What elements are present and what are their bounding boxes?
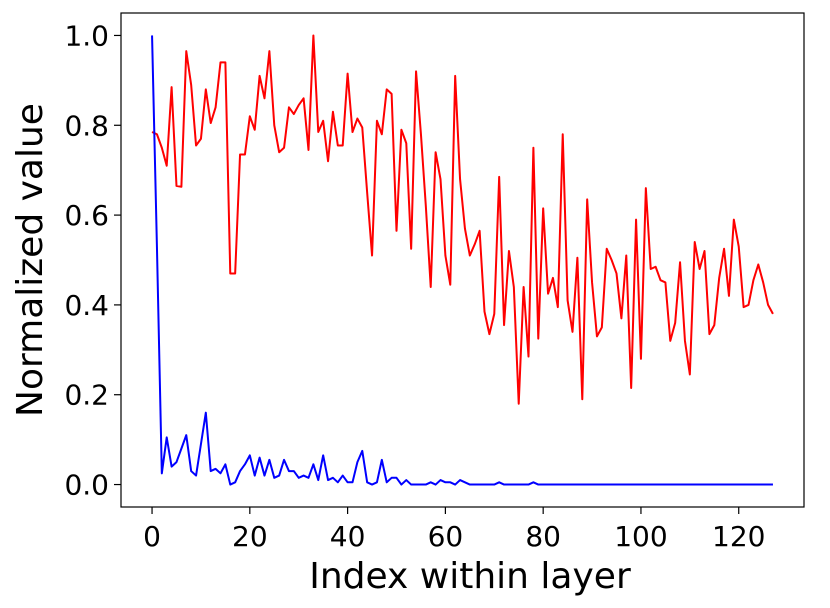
x-tick-label: 20 <box>232 520 268 553</box>
series-layer <box>151 34 774 486</box>
y-tick-label: 0.4 <box>64 289 109 322</box>
x-tick-label: 60 <box>428 520 464 553</box>
y-tick-label: 0.2 <box>64 379 109 412</box>
y-axis-title: Normalized value <box>10 103 51 417</box>
x-tick-label: 80 <box>525 520 561 553</box>
y-tick-label: 0.8 <box>64 109 109 142</box>
x-tick-label: 120 <box>712 520 765 553</box>
y-tick-label: 0.0 <box>64 469 109 502</box>
y-axis: 0.0 0.2 0.4 0.6 0.8 1.0 <box>64 19 121 502</box>
x-tick-label: 100 <box>614 520 667 553</box>
y-tick-label: 0.6 <box>64 199 109 232</box>
plot-frame <box>120 12 805 508</box>
x-axis-title: Index within layer <box>309 556 631 597</box>
series-line-2 <box>151 35 773 486</box>
x-tick-label: 40 <box>330 520 366 553</box>
x-axis: 0 20 40 60 80 100 120 <box>143 507 765 553</box>
series-line-1 <box>151 34 774 405</box>
x-tick-label: 0 <box>143 520 161 553</box>
y-tick-label: 1.0 <box>64 19 109 52</box>
